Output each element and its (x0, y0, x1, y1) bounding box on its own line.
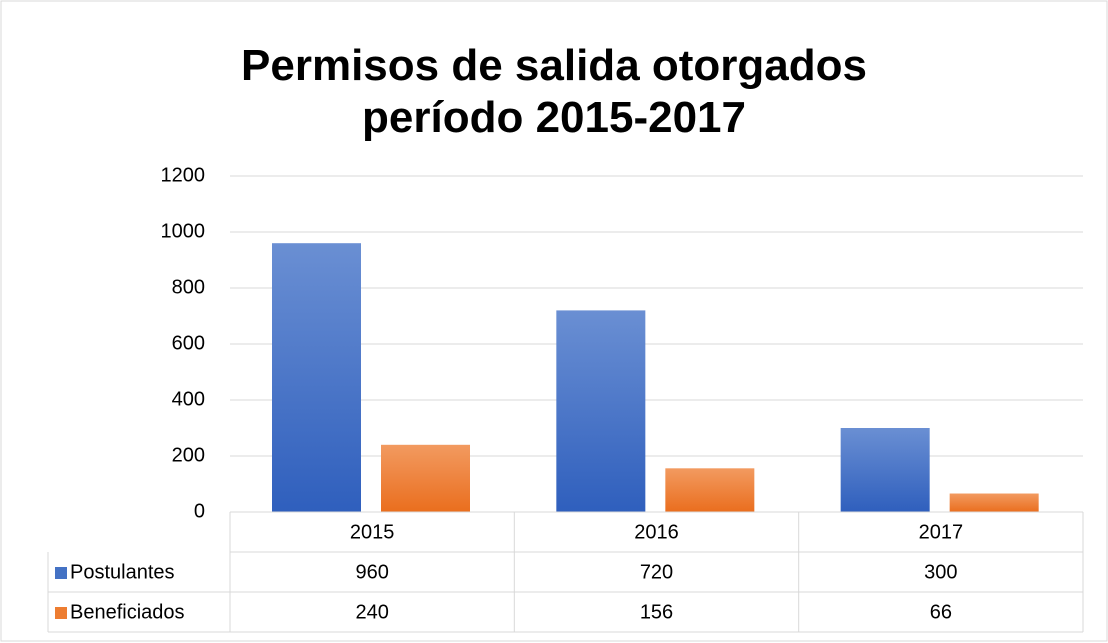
bar (949, 493, 1039, 512)
y-tick-label: 400 (172, 388, 205, 410)
bar (272, 243, 361, 512)
y-tick-label: 200 (172, 444, 205, 466)
legend-label: Postulantes (70, 561, 175, 583)
table-value: 720 (640, 561, 673, 583)
legend-key (55, 607, 67, 619)
bar (840, 428, 930, 512)
y-tick-label: 1000 (161, 220, 206, 242)
bar (381, 444, 470, 512)
bar (556, 310, 646, 512)
x-tick-label: 2015 (350, 521, 395, 543)
legend-key (55, 567, 67, 579)
table-value: 300 (924, 561, 957, 583)
y-tick-label: 800 (172, 276, 205, 298)
chart-title: Permisos de salida otorgados período 201… (241, 41, 867, 142)
bar (665, 468, 755, 512)
table-value: 960 (355, 561, 388, 583)
y-tick-label: 0 (194, 500, 205, 522)
table-value: 156 (640, 601, 673, 623)
table-value: 240 (355, 601, 388, 623)
y-tick-label: 600 (172, 332, 205, 354)
legend-label: Beneficiados (70, 601, 185, 623)
x-tick-label: 2016 (634, 521, 679, 543)
x-tick-label: 2017 (919, 521, 964, 543)
table-value: 66 (930, 601, 952, 623)
y-tick-label: 1200 (161, 164, 206, 186)
